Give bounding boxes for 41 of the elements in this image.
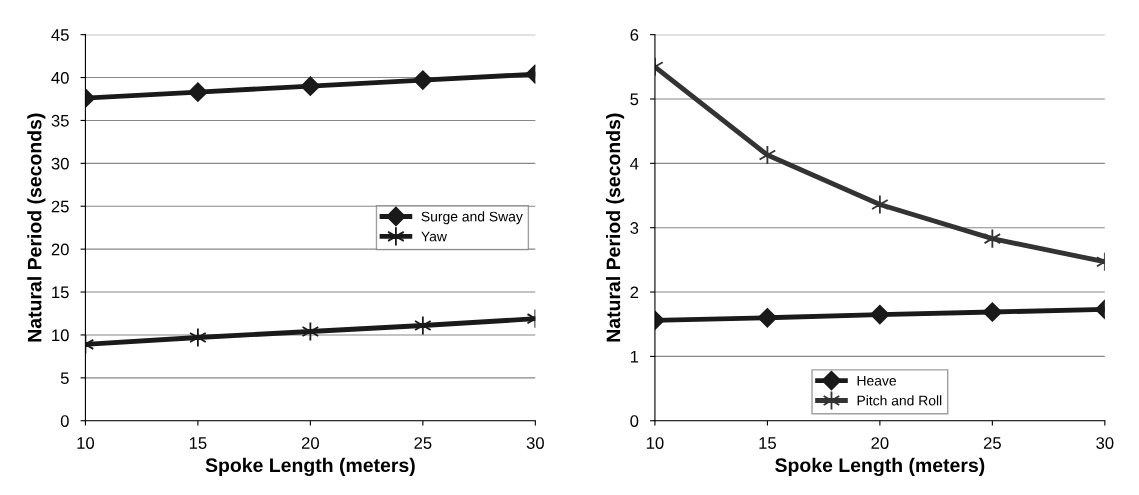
point (870, 304, 890, 325)
x-tick-label: 10 (646, 437, 664, 449)
y-tick-label: 0 (630, 415, 639, 427)
legend-label: Heave (857, 375, 897, 386)
y-tick-label: 1 (630, 350, 639, 363)
point (757, 308, 778, 328)
y-tick-label: 6 (630, 29, 639, 41)
y-tick-label: 4 (630, 157, 639, 170)
x-tick-label: 20 (871, 437, 889, 449)
x-tick-label: 25 (983, 437, 1001, 449)
y-tick-label: 5 (630, 93, 639, 106)
x-tick-label: 30 (526, 437, 544, 449)
x-tick-label: 30 (1096, 437, 1114, 449)
x-tick-label: 20 (301, 437, 319, 449)
x-tick-label: 15 (189, 437, 207, 449)
y-axis-title: Natural Period (seconds) (606, 113, 625, 342)
y-tick-label: 15 (52, 286, 69, 299)
y-tick-label: 30 (51, 157, 69, 170)
y-tick-label: 10 (52, 329, 69, 342)
point (300, 76, 321, 96)
x-tick-label: 15 (759, 437, 776, 449)
y-axis-title: Natural Period (seconds) (27, 113, 46, 342)
x-axis-title: Spoke Length (meters) (775, 457, 985, 477)
x-tick-label: 25 (414, 437, 432, 449)
y-tick-label: 40 (51, 71, 69, 84)
y-tick-label: 20 (51, 243, 69, 256)
point (758, 145, 777, 165)
y-tick-label: 5 (60, 372, 69, 385)
y-tick-label: 3 (630, 222, 639, 234)
legend-label: Yaw (421, 231, 447, 242)
y-tick-label: 35 (51, 114, 69, 127)
y-tick-label: 0 (60, 415, 69, 427)
y-tick-label: 25 (51, 200, 69, 213)
y-tick-label: 2 (630, 286, 639, 299)
point (301, 321, 320, 342)
x-axis-title: Spoke Length (meters) (205, 457, 415, 477)
x-tick-label: 10 (77, 437, 95, 449)
legend-label: Surge and Sway (421, 211, 523, 225)
y-tick-label: 45 (51, 29, 69, 41)
point (871, 194, 889, 215)
legend-label: Pitch and Roll (857, 395, 942, 406)
